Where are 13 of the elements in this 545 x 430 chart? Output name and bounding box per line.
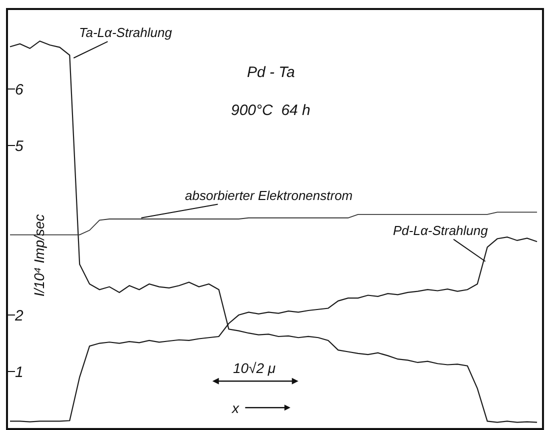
text: Pd - Ta (247, 64, 295, 81)
y-tick-label: 5 (15, 138, 24, 155)
annotation: 10√2 μ (233, 360, 276, 376)
y-tick-label: 1 (15, 364, 24, 381)
y-axis-title: I/10⁴ Imp/sec (31, 214, 48, 297)
y-tick-label: 6 (15, 81, 24, 98)
series-label: absorbierter Elektronenstrom (185, 188, 353, 203)
line-series (9, 40, 538, 423)
series-label: Ta-Lα-Strahlung (79, 25, 173, 40)
series-label: Pd-Lα-Strahlung (393, 223, 489, 238)
y-tick-label: 2 (14, 307, 24, 324)
x-axis-title: x (231, 400, 240, 416)
text: 900°C 64 h (231, 102, 310, 119)
